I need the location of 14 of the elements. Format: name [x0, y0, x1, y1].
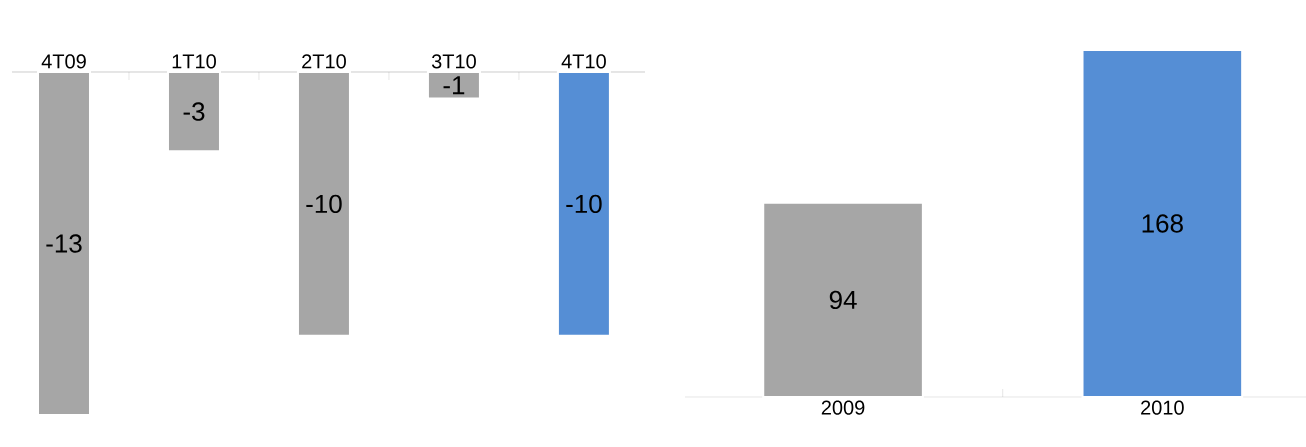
- data-label: -3: [183, 102, 205, 121]
- x-tick-label: 2T10: [302, 54, 346, 69]
- data-label: -10: [566, 194, 602, 214]
- x-tick-label: 2010: [1141, 400, 1184, 415]
- data-label: -13: [46, 234, 82, 253]
- data-label: -10: [306, 194, 342, 214]
- x-tick-label: 2009: [821, 400, 865, 415]
- data-label: 168: [1142, 214, 1183, 233]
- x-tick-label: 4T09: [41, 54, 86, 69]
- x-tick-label: 1T10: [172, 54, 216, 69]
- data-label: 94: [829, 290, 857, 310]
- x-tick-label: 3T10: [431, 54, 476, 69]
- data-label: -1: [443, 76, 465, 95]
- x-tick-label: 4T10: [561, 54, 606, 69]
